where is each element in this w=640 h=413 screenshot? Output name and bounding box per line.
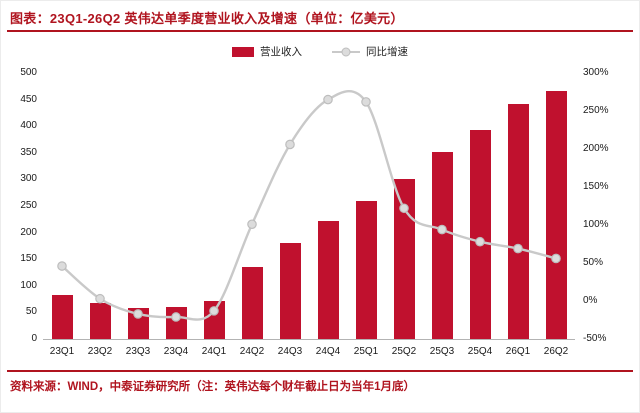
revenue-bar <box>165 306 187 339</box>
left-axis-tick-label: 350 <box>20 146 37 158</box>
revenue-bar <box>507 104 529 339</box>
growth-marker-icon <box>95 293 105 304</box>
left-axis-tick-label: 300 <box>20 173 37 185</box>
legend-item-revenue: 营业收入 <box>232 44 302 59</box>
growth-marker-icon <box>285 139 295 150</box>
revenue-bar <box>89 303 111 339</box>
revenue-bar <box>393 179 415 339</box>
revenue-bar <box>203 300 225 339</box>
legend-item-growth: 同比增速 <box>332 44 408 59</box>
revenue-bar <box>545 90 567 339</box>
right-axis-tick-label: 300% <box>583 67 609 78</box>
page-title: 图表：23Q1-26Q2 英伟达单季度营业收入及增速（单位：亿美元） <box>10 11 404 26</box>
growth-marker-icon <box>247 219 257 230</box>
x-axis-label: 25Q3 <box>429 346 455 357</box>
right-axis-tick-label: 250% <box>583 105 609 116</box>
x-axis-label: 26Q2 <box>543 346 569 357</box>
legend-line-marker-icon <box>341 47 351 56</box>
legend-label-growth: 同比增速 <box>366 46 408 58</box>
legend-bar-swatch-icon <box>232 46 254 57</box>
right-axis-tick-label: 50% <box>583 257 604 268</box>
revenue-bar <box>317 221 339 339</box>
x-axis-label: 24Q3 <box>277 346 303 357</box>
x-axis-label: 25Q2 <box>391 346 417 357</box>
left-axis-tick-label: 250 <box>20 200 37 211</box>
revenue-bar <box>51 294 73 339</box>
growth-marker-icon <box>361 97 371 107</box>
left-axis-tick-label: 0 <box>31 333 37 344</box>
x-axis-label: 26Q1 <box>505 346 531 357</box>
left-axis-tick-label: 100 <box>20 279 37 291</box>
x-axis-label: 25Q1 <box>353 346 379 357</box>
revenue-bar <box>469 129 491 339</box>
left-axis-tick-label: 200 <box>20 226 37 238</box>
source-note: 资料来源：WIND，中泰证券研究所（注：英伟达每个财年截止日为当年1月底） <box>10 381 416 393</box>
x-axis-label: 23Q2 <box>87 346 113 357</box>
x-axis-label: 24Q4 <box>315 346 341 357</box>
x-axis-label: 24Q2 <box>239 346 265 357</box>
right-axis-tick-label: 0% <box>583 295 598 306</box>
x-axis-label: 23Q3 <box>125 346 151 357</box>
revenue-bar <box>279 242 301 339</box>
left-axis-tick-label: 150 <box>20 253 37 265</box>
title-divider <box>7 30 633 32</box>
legend-label-revenue: 营业收入 <box>260 46 302 58</box>
x-axis-label: 23Q1 <box>49 346 75 357</box>
growth-marker-icon <box>323 94 333 105</box>
revenue-bar <box>355 200 377 339</box>
left-axis-tick-label: 400 <box>20 120 37 132</box>
revenue-bar <box>431 152 453 339</box>
right-axis-tick-label: -50% <box>583 333 607 344</box>
growth-marker-icon <box>57 261 67 271</box>
left-axis-tick-label: 450 <box>20 93 37 105</box>
revenue-bar <box>127 307 149 339</box>
chart-legend: 营业收入 同比增速 <box>1 44 639 59</box>
right-axis-tick-label: 150% <box>583 181 609 192</box>
legend-line-swatch-icon <box>332 47 360 56</box>
revenue-bar <box>241 267 263 339</box>
right-axis-tick-label: 200% <box>583 143 609 154</box>
left-axis-tick-label: 50 <box>25 306 37 318</box>
x-axis-label: 23Q4 <box>163 346 189 357</box>
footer-divider <box>7 370 633 372</box>
x-axis-label: 25Q4 <box>467 346 493 357</box>
x-axis-label: 24Q1 <box>201 346 227 357</box>
right-axis-tick-label: 100% <box>583 219 609 230</box>
x-axis-line <box>43 339 575 340</box>
left-axis-tick-label: 500 <box>20 67 37 78</box>
